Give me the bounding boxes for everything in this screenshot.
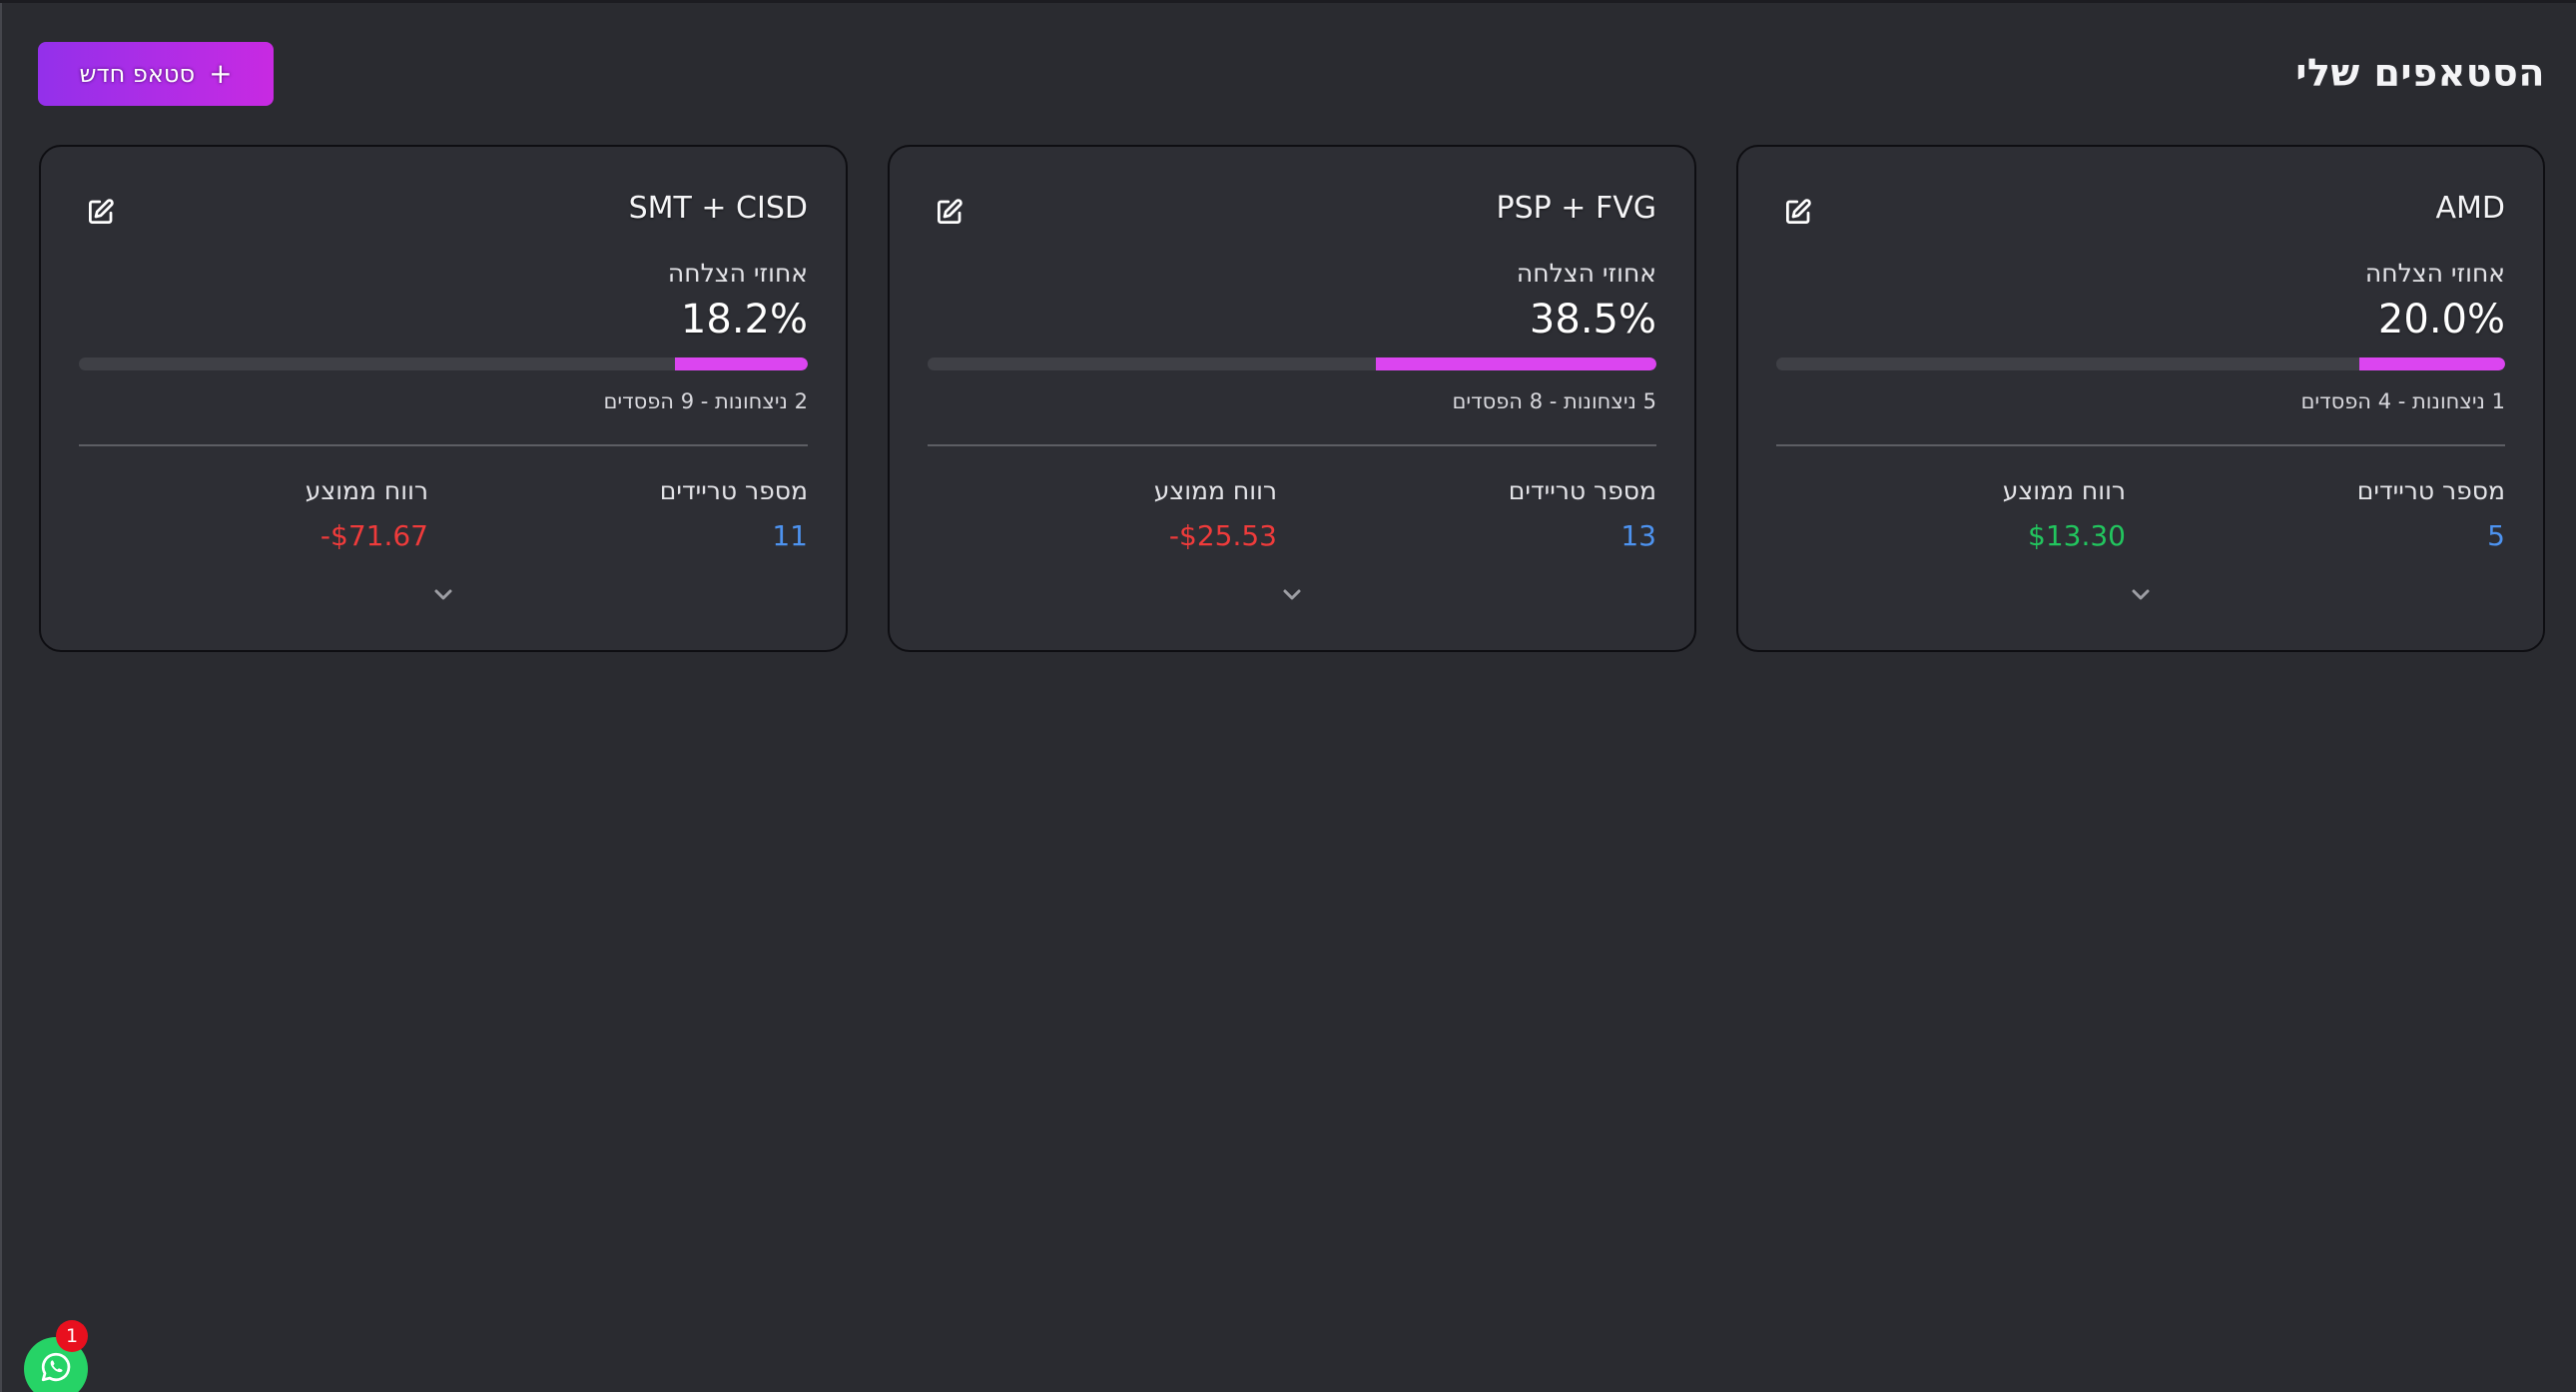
trades-count-value: 5 [2487,519,2505,552]
success-rate-bar-fill [2359,357,2505,370]
notification-badge: 1 [56,1320,88,1352]
success-rate-bar [1776,357,2505,370]
trades-count-value: 11 [772,519,808,552]
success-rate-bar-fill [675,357,808,370]
wins-losses-text: 1 ניצחונות - 4 הפסדים [2300,389,2505,413]
edit-setup-button[interactable] [1783,197,1813,227]
avg-profit-value: $13.30 [2028,519,2126,552]
avg-profit-value: -$71.67 [320,519,428,552]
success-rate-value: 18.2% [680,297,808,343]
new-setup-button-label: סטאפ חדש [79,60,196,88]
setup-name: PSP + FVG [1496,191,1656,226]
expand-card-button[interactable] [2126,584,2156,606]
new-setup-button[interactable]: + סטאפ חדש [38,42,274,106]
success-rate-bar [79,357,808,370]
top-border [0,0,2576,3]
setups-page: הסטאפים שלי + סטאפ חדש AMD אחוזי הצלחה 2… [38,3,2545,1392]
success-rate-value: 20.0% [2377,297,2505,343]
avg-profit-stat: רווח ממוצע $13.30 [2003,476,2126,552]
wins-losses-text: 5 ניצחונות - 8 הפסדים [1452,389,1656,413]
success-rate-bar [928,357,1656,370]
success-rate-label: אחוזי הצלחה [1516,259,1656,288]
whatsapp-icon [39,1350,73,1388]
avg-profit-stat: רווח ממוצע -$71.67 [306,476,428,552]
trades-count-label: מספר טריידים [659,476,808,505]
edit-setup-button[interactable] [935,197,965,227]
chevron-down-icon [2126,584,2156,606]
chevron-down-icon [1277,584,1307,606]
avg-profit-label: רווח ממוצע [305,476,428,505]
expand-card-button[interactable] [1277,584,1307,606]
success-rate-value: 38.5% [1529,297,1656,343]
expand-card-button[interactable] [428,584,458,606]
avg-profit-value: -$25.53 [1168,519,1277,552]
plus-icon: + [209,57,233,90]
divider [1776,444,2505,446]
success-rate-bar-fill [1375,357,1656,370]
page-header: הסטאפים שלי + סטאפ חדש [38,3,2545,143]
edit-icon [935,197,965,227]
wins-losses-text: 2 ניצחונות - 9 הפסדים [603,389,808,413]
setup-cards-grid: AMD אחוזי הצלחה 20.0% 1 ניצחונות - 4 הפס… [38,145,2545,652]
avg-profit-label: רווח ממוצע [1153,476,1277,505]
divider [79,444,808,446]
divider [928,444,1656,446]
setup-name: AMD [2435,191,2505,226]
trades-count-stat: מספר טריידים 11 [660,476,808,552]
trades-count-stat: מספר טריידים 13 [1509,476,1656,552]
chevron-down-icon [428,584,458,606]
success-rate-label: אחוזי הצלחה [2364,259,2505,288]
avg-profit-stat: רווח ממוצע -$25.53 [1154,476,1277,552]
setup-name: SMT + CISD [628,191,808,226]
trades-count-value: 13 [1620,519,1656,552]
avg-profit-label: רווח ממוצע [2002,476,2126,505]
trades-count-label: מספר טריידים [1508,476,1656,505]
edit-setup-button[interactable] [86,197,116,227]
edit-icon [1783,197,1813,227]
setup-card: SMT + CISD אחוזי הצלחה 18.2% 2 ניצחונות … [39,145,848,652]
edit-icon [86,197,116,227]
success-rate-label: אחוזי הצלחה [667,259,808,288]
page-title: הסטאפים שלי [2295,51,2545,95]
left-border [0,3,2,1392]
trades-count-label: מספר טריידים [2356,476,2505,505]
setup-card: AMD אחוזי הצלחה 20.0% 1 ניצחונות - 4 הפס… [1736,145,2545,652]
trades-count-stat: מספר טריידים 5 [2357,476,2505,552]
setup-card: PSP + FVG אחוזי הצלחה 38.5% 5 ניצחונות -… [888,145,1696,652]
